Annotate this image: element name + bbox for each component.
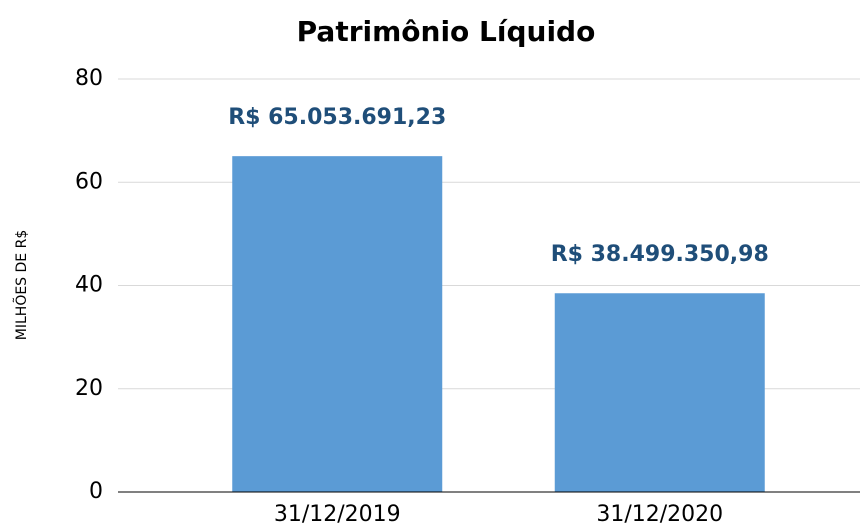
y-tick-label: 60 bbox=[75, 169, 103, 194]
y-tick-label: 40 bbox=[75, 273, 103, 298]
bar bbox=[232, 156, 443, 492]
y-axis-label: MILHÕES DE R$ bbox=[13, 230, 30, 340]
data-label: R$ 38.499.350,98 bbox=[551, 242, 769, 267]
x-tick-label: 31/12/2019 bbox=[274, 502, 401, 527]
y-tick-label: 20 bbox=[75, 376, 103, 401]
y-tick-label: 80 bbox=[75, 66, 103, 91]
bar bbox=[554, 293, 765, 492]
y-tick-label: 0 bbox=[89, 479, 103, 504]
chart-title: Patrimônio Líquido bbox=[297, 15, 596, 48]
x-tick-label: 31/12/2020 bbox=[596, 502, 723, 527]
data-label: R$ 65.053.691,23 bbox=[228, 105, 446, 130]
